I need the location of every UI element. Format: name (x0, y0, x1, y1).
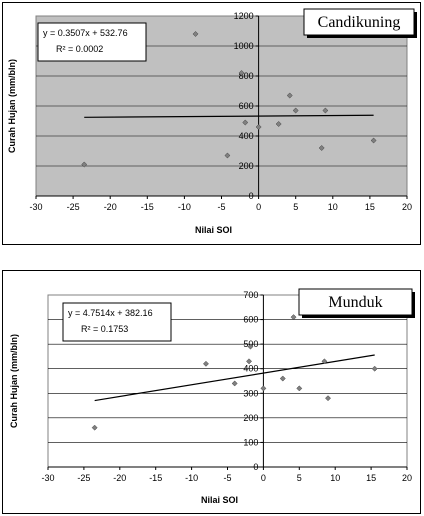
y-tick-label: 1200 (234, 11, 254, 21)
x-tick-label: 0 (261, 473, 266, 483)
munduk-chart-panel: 0100200300400500600700-30-25-20-15-10-50… (2, 270, 421, 514)
data-point (242, 119, 249, 126)
data-point (292, 107, 299, 114)
data-point (275, 121, 282, 127)
data-point (255, 124, 262, 130)
y-tick-label: 100 (243, 437, 258, 447)
data-point (290, 314, 297, 321)
data-point (321, 358, 328, 365)
x-tick-label: -15 (141, 202, 154, 212)
data-point (81, 161, 88, 168)
x-tick-label: -20 (113, 473, 126, 483)
x-tick-label: -15 (149, 473, 162, 483)
x-tick-label: -5 (217, 202, 225, 212)
data-point (325, 395, 331, 402)
r-squared-label: R² = 0.1753 (81, 324, 128, 334)
y-tick-label: 600 (243, 315, 258, 325)
chart-title: Candikuning (318, 14, 401, 31)
data-point (279, 375, 286, 382)
regression-equation: y = 0.3507x + 532.76 (43, 28, 128, 38)
data-point (91, 424, 98, 431)
x-tick-label: 20 (402, 473, 412, 483)
y-axis-title: Curah Hujan (mm/bln) (7, 59, 17, 153)
x-tick-label: 0 (256, 202, 261, 212)
y-tick-label: 800 (239, 71, 254, 81)
data-point (296, 385, 303, 392)
data-point (371, 365, 378, 372)
x-tick-label: 20 (402, 202, 412, 212)
candikuning-chart-panel: 0 200 400 600 800 1000 1200 -30 -25 -20 -15 -10 -5 0 5… (2, 2, 421, 245)
data-point (322, 107, 329, 114)
munduk-chart: 0100200300400500600700-30-25-20-15-10-50… (9, 288, 415, 505)
equation-box (62, 302, 172, 342)
data-point (318, 145, 325, 151)
x-tick-label: 5 (297, 473, 302, 483)
y-tick-label: 300 (243, 388, 258, 398)
x-tick-label: -20 (104, 202, 117, 212)
data-point (260, 385, 267, 392)
x-tick-label: -5 (223, 473, 231, 483)
x-tick-label: -10 (185, 473, 198, 483)
x-tick-label: -30 (29, 202, 42, 212)
equation-box (37, 22, 147, 62)
y-tick-label: 1000 (234, 41, 254, 51)
title-box (298, 288, 413, 316)
x-tick-label: -30 (41, 473, 54, 483)
x-axis-title: Nilai SOI (195, 225, 232, 235)
x-tick-label: 10 (328, 202, 338, 212)
data-point (231, 380, 238, 387)
x-axis-title: Nilai SOI (201, 495, 238, 505)
title-box (303, 8, 415, 36)
data-point (246, 358, 252, 365)
x-tick-label: 15 (365, 202, 375, 212)
x-tick-label: -25 (67, 202, 80, 212)
data-point (247, 343, 254, 350)
x-tick-label: 10 (330, 473, 340, 483)
data-point (224, 152, 231, 159)
y-tick-label: 200 (243, 413, 258, 423)
data-point (370, 137, 377, 144)
trendline (94, 354, 375, 402)
data-point (203, 360, 209, 367)
x-tick-label: -10 (178, 202, 191, 212)
y-axis-title: Curah Hujan (mm/bln) (9, 334, 19, 428)
regression-equation: y = 4.7514x + 382.16 (68, 308, 153, 318)
y-tick-label: 400 (243, 364, 258, 374)
x-tick-label: 15 (366, 473, 376, 483)
chart-title: Munduk (328, 294, 382, 311)
data-point (286, 92, 293, 99)
y-tick-label: 200 (239, 161, 254, 171)
y-tick-label: 600 (239, 101, 254, 111)
data-point (192, 31, 199, 37)
data-point (238, 70, 245, 76)
trendline (84, 114, 374, 118)
y-tick-label: 700 (243, 290, 258, 300)
y-tick-label: 400 (239, 131, 254, 141)
x-tick-label: -25 (77, 473, 90, 483)
r-squared-label: R² = 0.0002 (56, 44, 103, 54)
x-tick-label: 5 (293, 202, 298, 212)
